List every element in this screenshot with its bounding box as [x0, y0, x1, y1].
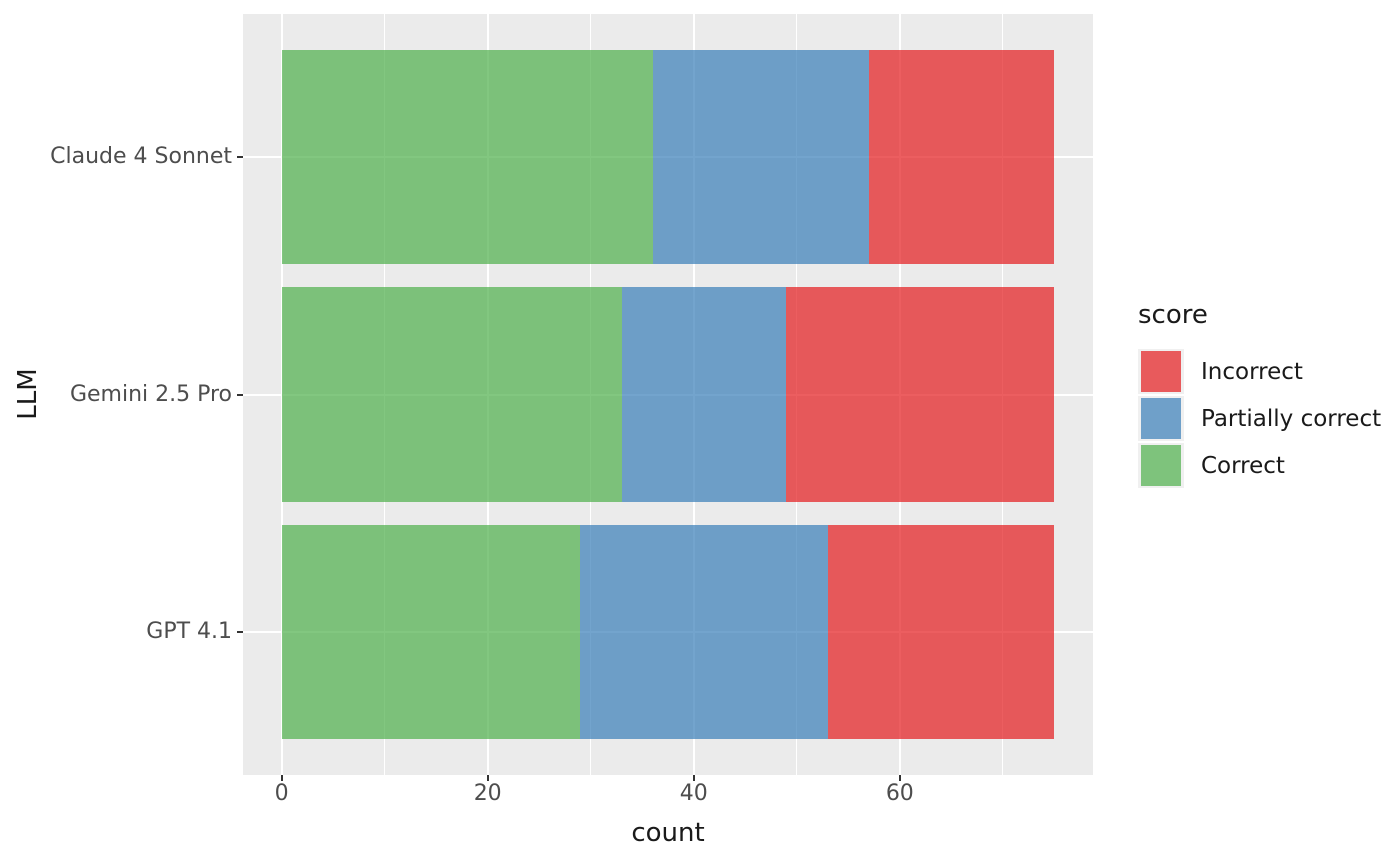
- bar-segment-incorrect: [827, 525, 1055, 740]
- y-axis-label: Claude 4 Sonnet: [50, 143, 232, 169]
- x-tick-label: 60: [885, 781, 914, 806]
- x-tick-mark: [486, 775, 489, 781]
- y-axis-label: GPT 4.1: [146, 619, 232, 645]
- bar-segment-partially-correct: [652, 49, 869, 264]
- bar-segment-incorrect: [786, 287, 1055, 502]
- y-tick-mark: [237, 631, 243, 634]
- legend-entry: Partially correct: [1138, 395, 1381, 442]
- x-tick-label: 20: [473, 781, 502, 806]
- y-tick-mark: [237, 155, 243, 158]
- bar-segment-incorrect: [868, 49, 1055, 264]
- y-tick-mark: [237, 393, 243, 396]
- x-tick-mark: [692, 775, 695, 781]
- x-tick-mark: [898, 775, 901, 781]
- legend-key: [1138, 396, 1184, 441]
- legend-key: [1138, 349, 1184, 394]
- legend-title: score: [1138, 300, 1208, 330]
- legend-label: Incorrect: [1201, 358, 1303, 385]
- legend: score Incorrect Partially correct Correct: [1138, 300, 1381, 489]
- legend-swatch-partially-correct: [1141, 398, 1181, 439]
- legend-entries: Incorrect Partially correct Correct: [1138, 348, 1381, 489]
- legend-entry: Incorrect: [1138, 348, 1381, 395]
- x-axis-title: count: [631, 818, 705, 848]
- x-tick-label: 0: [274, 781, 289, 806]
- bar-segment-correct: [281, 525, 581, 740]
- y-axis-label: Gemini 2.5 Pro: [69, 381, 232, 407]
- bar-segment-correct: [281, 287, 622, 502]
- legend-entry: Correct: [1138, 442, 1381, 489]
- x-tick-label: 40: [679, 781, 708, 806]
- legend-swatch-correct: [1141, 445, 1181, 486]
- bar-segment-partially-correct: [621, 287, 787, 502]
- legend-swatch-incorrect: [1141, 351, 1181, 392]
- plot-panel: [243, 14, 1093, 775]
- legend-label: Correct: [1201, 452, 1285, 479]
- bar-segment-correct: [281, 49, 653, 264]
- x-tick-mark: [280, 775, 283, 781]
- bar-segment-partially-correct: [580, 525, 828, 740]
- legend-key: [1138, 443, 1184, 488]
- legend-label: Partially correct: [1201, 405, 1382, 432]
